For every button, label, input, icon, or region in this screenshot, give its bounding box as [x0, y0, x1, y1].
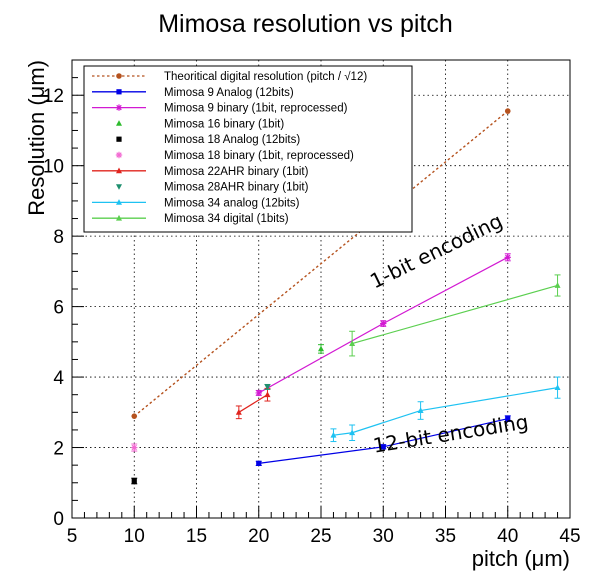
- x-tick-label: 5: [67, 526, 78, 547]
- data-point: [116, 120, 122, 126]
- series-8: [264, 383, 271, 391]
- data-point: [554, 384, 561, 391]
- legend-label: Mimosa 9 Analog (12bits): [164, 87, 294, 99]
- data-point: [116, 73, 122, 79]
- data-point: [349, 340, 356, 347]
- series-2: [255, 415, 511, 467]
- data-point: [380, 444, 386, 450]
- axis-layer: 5 10 15 20 25 30 35 40 45 0 2 4 6 8 10 12 pitch (μm) Reso…: [24, 59, 581, 571]
- legend: Theoritical digital resolution (pitch / …: [83, 65, 413, 233]
- legend-label: Theoritical digital resolution (pitch / …: [164, 70, 367, 83]
- series-4: [318, 344, 324, 354]
- y-tick-label: 10: [43, 157, 64, 178]
- series-line: [351, 284, 558, 345]
- x-axis-title: pitch (μm): [472, 546, 570, 571]
- data-point: [330, 431, 337, 438]
- series-line: [333, 387, 558, 436]
- series-5: [131, 477, 138, 485]
- y-tick-label: 2: [53, 439, 64, 460]
- legend-label: Mimosa 18 Analog (12bits): [164, 134, 300, 146]
- data-point: [131, 413, 138, 419]
- data-point: [235, 409, 242, 415]
- legend-item: Mimosa 16 binary (1bit): [116, 118, 284, 130]
- legend-item: Theoritical digital resolution (pitch / …: [92, 70, 367, 83]
- data-point: [256, 460, 262, 466]
- data-point: [264, 391, 271, 398]
- chart-title: Mimosa resolution vs pitch: [158, 10, 453, 38]
- legend-item: Mimosa 18 binary (1bit, reprocessed): [115, 150, 354, 162]
- x-tick-label: 35: [435, 526, 456, 547]
- legend-label: Mimosa 34 analog (12bits): [164, 197, 300, 209]
- data-point: [115, 151, 123, 159]
- series-7: [235, 387, 271, 420]
- legend-label: Mimosa 16 binary (1bit): [164, 118, 284, 130]
- data-point: [380, 320, 387, 327]
- data-point: [115, 104, 123, 111]
- annotation-text: 12-bit encoding: [371, 409, 530, 457]
- legend-item: Mimosa 18 Analog (12bits): [116, 134, 300, 146]
- data-point: [116, 214, 122, 221]
- legend-label: Mimosa 34 digital (1bits): [164, 213, 289, 225]
- data-point: [349, 429, 356, 436]
- data-point: [264, 384, 271, 391]
- x-tick-label: 15: [186, 526, 207, 547]
- data-point: [131, 478, 137, 484]
- y-tick-label: 4: [53, 368, 64, 389]
- data-point: [505, 416, 511, 422]
- data-point: [417, 407, 424, 413]
- y-axis-title: Resolution (μm): [24, 60, 49, 216]
- legend-box: [83, 65, 413, 233]
- x-tick-label: 45: [559, 526, 580, 547]
- series-6: [131, 443, 138, 452]
- data-point: [116, 167, 122, 174]
- y-tick-label: 8: [53, 227, 64, 248]
- series-line: [133, 110, 509, 417]
- y-tick-label: 6: [53, 298, 64, 319]
- series-9: [330, 376, 561, 443]
- y-tick-label: 12: [43, 86, 64, 107]
- legend-item: Mimosa 34 analog (12bits): [92, 197, 300, 209]
- data-point: [504, 108, 511, 114]
- data-point: [116, 199, 122, 205]
- data-layer: [131, 108, 561, 485]
- data-point: [554, 282, 561, 288]
- legend-item: Mimosa 22AHR binary (1bit): [92, 166, 309, 178]
- x-tick-label: 40: [497, 526, 518, 547]
- legend-label: Mimosa 9 binary (1bit, reprocessed): [164, 103, 348, 115]
- x-tick-label: 25: [310, 526, 331, 547]
- series-10: [349, 274, 561, 357]
- legend-label: Mimosa 28AHR binary (1bit): [164, 182, 309, 194]
- data-point: [131, 444, 138, 451]
- legend-label: Mimosa 18 binary (1bit, reprocessed): [164, 150, 354, 162]
- legend-label: Mimosa 22AHR binary (1bit): [164, 166, 309, 178]
- data-point: [255, 389, 262, 397]
- legend-item: Mimosa 34 digital (1bits): [92, 213, 289, 225]
- y-tick-label: 0: [53, 509, 64, 530]
- x-tick-label: 30: [373, 526, 394, 547]
- data-point: [116, 136, 122, 142]
- series-3: [255, 253, 511, 397]
- data-point: [116, 184, 122, 190]
- data-point: [116, 89, 122, 95]
- x-tick-label: 20: [248, 526, 269, 547]
- data-point: [504, 254, 511, 261]
- legend-item: Mimosa 9 Analog (12bits): [92, 87, 294, 99]
- legend-item: Mimosa 9 binary (1bit, reprocessed): [92, 103, 348, 115]
- x-tick-label: 10: [124, 526, 145, 547]
- legend-item: Mimosa 28AHR binary (1bit): [116, 182, 309, 194]
- series-1: [131, 108, 511, 419]
- series-line: [238, 394, 268, 413]
- data-point: [318, 345, 324, 352]
